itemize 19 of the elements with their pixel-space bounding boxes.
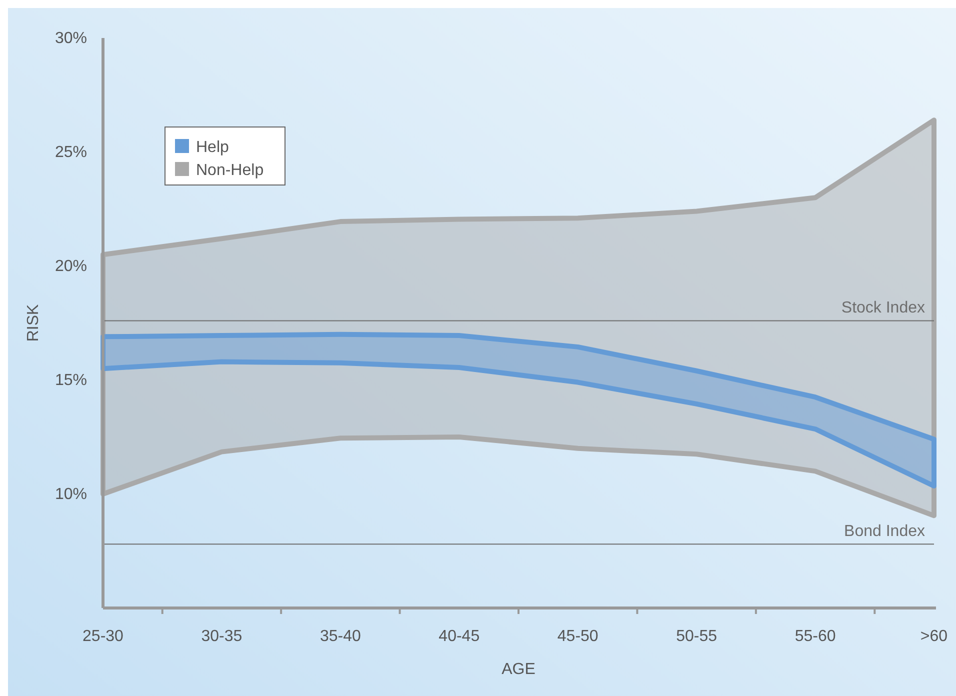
y-tick-label: 20% bbox=[54, 258, 87, 275]
x-tick-label: 55-60 bbox=[794, 628, 836, 645]
x-tick-label: 40-45 bbox=[438, 628, 480, 645]
y-tick-label: 10% bbox=[54, 486, 87, 503]
x-tick-label: 30-35 bbox=[201, 628, 242, 645]
x-tick-label: 50-55 bbox=[676, 628, 718, 645]
x-tick-label: >60 bbox=[920, 628, 948, 645]
y-axis-title: RISK bbox=[25, 304, 42, 342]
ref-line-label: Bond Index bbox=[844, 523, 925, 540]
x-axis-title: AGE bbox=[502, 661, 536, 678]
legend-label: Non-Help bbox=[196, 162, 264, 179]
x-tick-label: 35-40 bbox=[320, 628, 361, 645]
y-tick-label: 15% bbox=[54, 372, 87, 389]
y-tick-label: 25% bbox=[54, 144, 87, 161]
x-tick-label: 45-50 bbox=[557, 628, 598, 645]
ref-line-label: Stock Index bbox=[841, 300, 925, 317]
x-tick-label: 25-30 bbox=[82, 628, 124, 645]
y-tick-label: 30% bbox=[54, 30, 87, 47]
legend-label: Help bbox=[196, 139, 230, 156]
